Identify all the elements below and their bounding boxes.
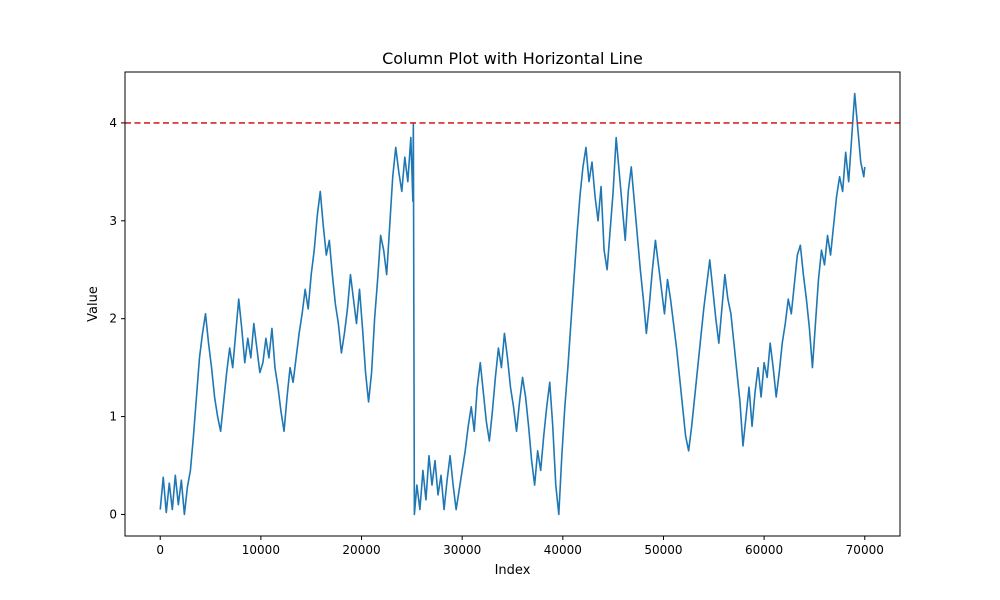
x-tick-label: 30000 (443, 543, 481, 557)
x-tick-label: 40000 (544, 543, 582, 557)
y-tick-label: 4 (109, 116, 117, 130)
plot-area (125, 92, 900, 516)
chart-title: Column Plot with Horizontal Line (382, 49, 643, 68)
y-axis: 0 1 2 3 4 (109, 116, 125, 521)
x-tick-label: 70000 (846, 543, 884, 557)
x-axis-title: Index (495, 563, 531, 578)
y-axis-title: Value (86, 286, 101, 322)
y-tick-label: 1 (109, 410, 117, 424)
x-tick-label: 10000 (242, 543, 280, 557)
y-tick-label: 3 (109, 214, 117, 228)
series-line (159, 92, 866, 516)
axes-frame (124, 71, 901, 537)
y-tick-label: 0 (109, 507, 117, 521)
x-tick-label: 0 (156, 543, 164, 557)
x-axis: 0 10000 20000 30000 40000 50000 60000 70000 (156, 536, 884, 557)
x-tick-label: 20000 (342, 543, 380, 557)
y-tick-label: 2 (109, 312, 117, 326)
x-tick-label: 60000 (745, 543, 783, 557)
x-tick-label: 50000 (644, 543, 682, 557)
